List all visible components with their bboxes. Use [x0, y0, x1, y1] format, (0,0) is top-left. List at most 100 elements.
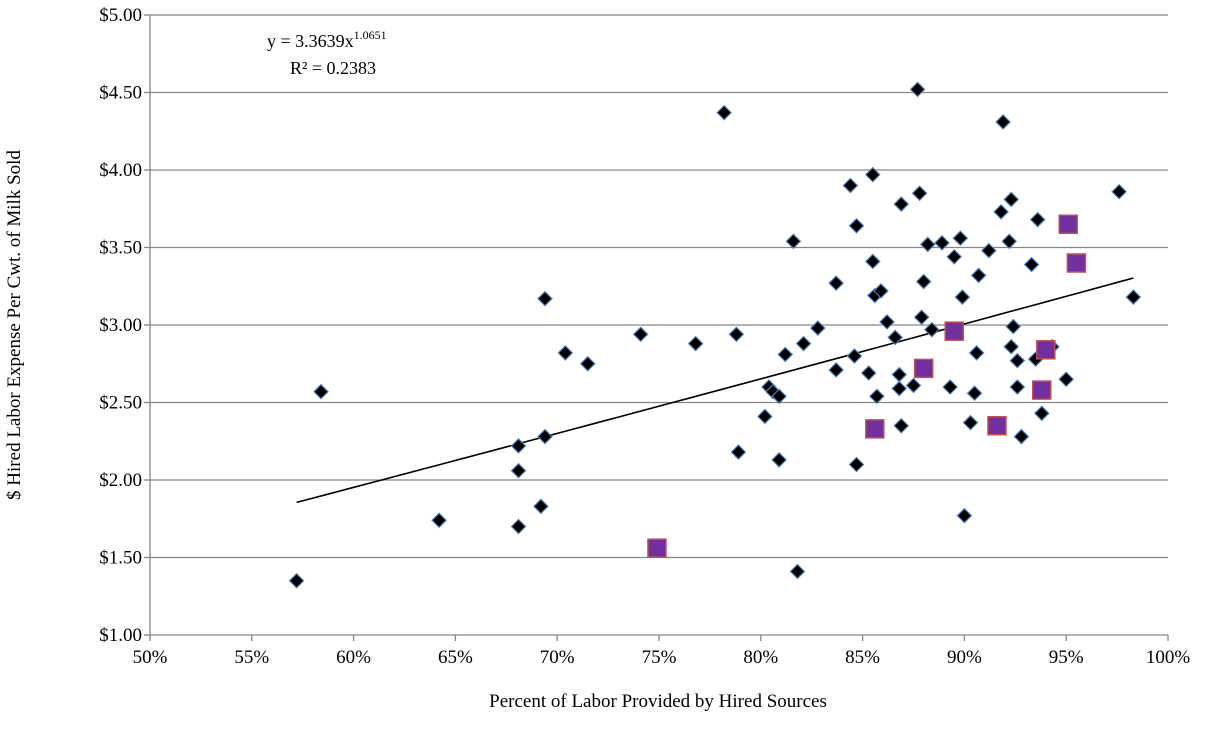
data-point-diamond [864, 166, 881, 183]
data-point-diamond [828, 275, 844, 291]
data-point-diamond [313, 383, 329, 400]
trendline-layer [296, 277, 1134, 504]
data-point-diamond [993, 204, 1009, 220]
data-point-diamond [632, 326, 649, 343]
y-tick-labels: $1.00 $1.50 $2.00 $2.50 $3.00 $3.50 $4.00 $4.50… [99, 5, 142, 646]
trendline-equation: y = 3.3639x1.0651 [267, 28, 387, 51]
axes [144, 14, 1169, 641]
data-point-diamond [887, 329, 904, 346]
data-point-square [944, 321, 964, 341]
x-tick-label: 100% [1146, 647, 1191, 668]
data-point-diamond [288, 572, 305, 589]
data-point-diamond [757, 408, 773, 425]
data-point-square [865, 419, 885, 439]
y-tick-label: $3.50 [99, 238, 142, 259]
x-tick-label: 50% [133, 647, 168, 668]
data-point-diamond [537, 428, 553, 445]
y-tick-label: $4.50 [99, 83, 142, 104]
data-point-diamond [869, 388, 885, 405]
data-point-diamond [946, 248, 963, 265]
data-point-diamond [1003, 338, 1020, 355]
data-point-diamond [915, 273, 932, 290]
data-point-diamond [730, 444, 747, 460]
data-point-diamond [716, 104, 733, 121]
data-point-square [1036, 340, 1056, 360]
data-point-diamond [905, 377, 922, 394]
data-point-diamond [879, 314, 895, 330]
trendline-equation-exponent: 1.0651 [354, 28, 387, 42]
r-squared-label: R² = 0.2383 [290, 58, 376, 78]
x-tick-labels: 50% 55% 60% 65% 70% 75% 80% 85% 90% 95% 100% [133, 647, 1191, 668]
y-tick-label: $3.00 [99, 315, 142, 336]
data-point-diamond [956, 507, 973, 524]
data-point-square [1066, 253, 1087, 273]
data-point-diamond [533, 498, 549, 515]
x-tick-label: 80% [743, 647, 778, 668]
data-point-diamond [777, 346, 794, 363]
x-tick-label: 85% [845, 647, 880, 668]
trendline [296, 277, 1134, 504]
data-point-diamond [1009, 379, 1026, 395]
data-point-diamond [1111, 183, 1127, 200]
data-point-diamond [934, 235, 950, 251]
data-point-diamond [909, 81, 926, 98]
data-point-diamond [913, 309, 930, 326]
data-points [288, 81, 1142, 589]
data-point-diamond [1001, 233, 1018, 250]
data-point-diamond [1005, 318, 1022, 335]
data-point-diamond [911, 185, 928, 202]
x-axis-title: Percent of Labor Provided by Hired Sourc… [489, 691, 827, 712]
data-point-diamond [995, 114, 1011, 130]
x-tick-label: 70% [540, 647, 575, 668]
data-point-diamond [891, 366, 908, 383]
data-point-diamond [891, 380, 908, 397]
x-tick-label: 65% [438, 647, 473, 668]
data-point-diamond [962, 414, 979, 431]
data-point-diamond [893, 417, 910, 434]
x-tick-label: 55% [234, 647, 269, 668]
data-point-square [1032, 380, 1052, 400]
data-point-diamond [1058, 371, 1075, 388]
data-point-diamond [789, 563, 806, 580]
data-point-diamond [785, 233, 802, 250]
data-point-diamond [1013, 428, 1030, 445]
data-point-diamond [1003, 191, 1020, 208]
trendline-equation-base: y = 3.3639x [267, 31, 354, 51]
data-point-diamond [968, 345, 985, 361]
y-tick-label: $2.50 [99, 393, 142, 414]
data-point-diamond [510, 438, 527, 454]
data-point-diamond [970, 267, 987, 284]
data-point-square [987, 416, 1007, 436]
data-point-square [647, 538, 667, 558]
data-point-diamond [687, 335, 704, 352]
data-point-diamond [893, 196, 910, 212]
data-point-diamond [1009, 352, 1026, 369]
y-tick-label: $1.50 [99, 548, 142, 569]
y-tick-label: $5.00 [99, 5, 142, 26]
data-point-diamond [980, 242, 997, 259]
data-point-diamond [1125, 289, 1142, 305]
data-point-diamond [942, 379, 958, 395]
x-tick-label: 75% [642, 647, 677, 668]
data-point-diamond [728, 326, 745, 343]
gridlines [150, 14, 1168, 559]
data-point-diamond [846, 348, 863, 364]
data-point-diamond [537, 290, 553, 307]
data-point-diamond [864, 253, 881, 270]
x-tick-label: 95% [1049, 647, 1084, 668]
data-point-diamond [966, 385, 983, 402]
data-point-diamond [771, 452, 787, 468]
data-point-diamond [431, 512, 447, 529]
data-point-diamond [771, 388, 787, 405]
data-point-diamond [842, 177, 859, 194]
data-point-square [1058, 214, 1078, 234]
data-point-diamond [510, 518, 527, 535]
data-point-diamond [1029, 211, 1046, 228]
data-point-diamond [952, 230, 969, 247]
data-point-diamond [873, 283, 889, 299]
y-tick-label: $2.00 [99, 470, 142, 491]
data-point-diamond [579, 355, 596, 372]
y-tick-label: $1.00 [99, 625, 142, 646]
y-tick-label: $4.00 [99, 160, 142, 181]
data-point-diamond [809, 320, 826, 336]
